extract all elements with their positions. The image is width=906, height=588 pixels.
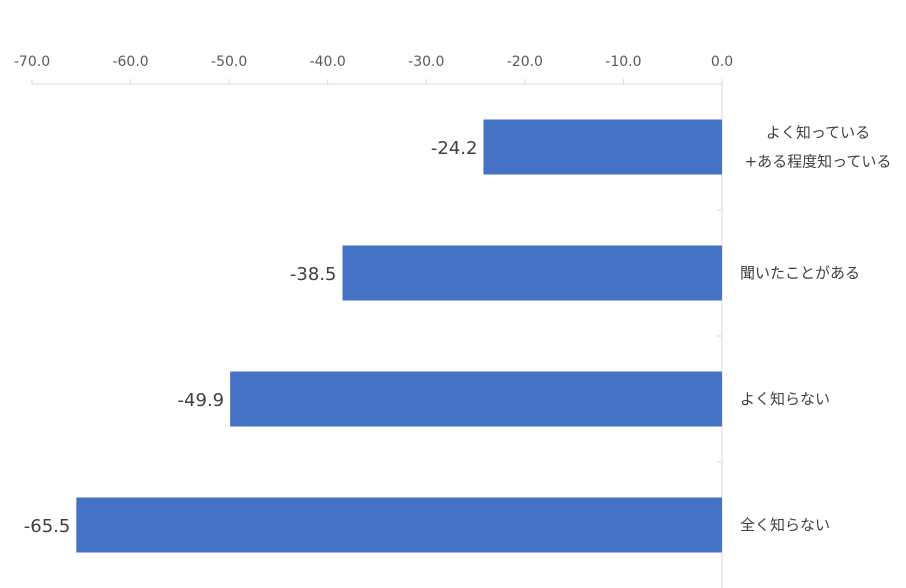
category-label: 聞いたことがある — [740, 264, 860, 282]
category-label: 全く知らない — [740, 516, 830, 534]
x-axis-ticks: -70.0 -60.0 -50.0 -40.0 -30.0 -20.0 -10.0 0.0 — [14, 54, 733, 84]
x-tick-label: -30.0 — [408, 54, 444, 70]
x-tick-label: -50.0 — [211, 54, 247, 70]
bar — [342, 245, 722, 301]
bar — [76, 497, 723, 553]
x-tick-label: -70.0 — [14, 54, 50, 70]
category-label: よく知っている — [766, 124, 870, 142]
data-label: -65.5 — [24, 516, 71, 537]
data-labels: -24.2 -38.5 -49.9 -65.5 — [24, 138, 478, 537]
bars — [76, 119, 723, 553]
x-tick-label: -40.0 — [310, 54, 346, 70]
x-tick-label: -10.0 — [605, 54, 641, 70]
data-label: -38.5 — [290, 264, 337, 285]
x-tick-label: -60.0 — [112, 54, 148, 70]
bar — [230, 371, 722, 427]
data-label: -49.9 — [178, 390, 225, 411]
category-label: よく知らない — [740, 390, 830, 408]
bar — [483, 119, 722, 175]
x-tick-label: 0.0 — [711, 54, 733, 70]
data-label: -24.2 — [431, 138, 478, 159]
x-tick-label: -20.0 — [507, 54, 543, 70]
category-label: +ある程度知っている — [745, 153, 892, 171]
